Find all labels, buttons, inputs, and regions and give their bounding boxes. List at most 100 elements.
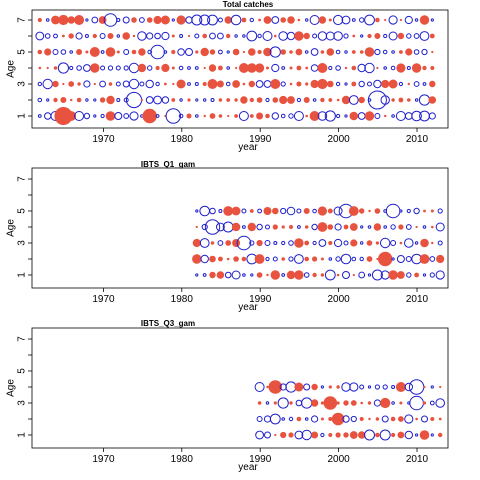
bubble-negative — [264, 431, 271, 439]
bubble-negative — [210, 98, 215, 102]
bubble-positive — [54, 107, 73, 125]
bubble-negative — [320, 432, 325, 438]
bubble-positive — [368, 209, 371, 213]
bubble-positive — [326, 48, 335, 56]
bubble-negative — [309, 15, 320, 25]
bubble-positive — [289, 82, 293, 86]
bubble-positive — [376, 66, 379, 70]
bubble-positive — [431, 225, 434, 229]
bubble-positive — [348, 206, 359, 216]
bubble-positive — [341, 95, 351, 105]
bubble-positive — [231, 206, 241, 216]
bubble-negative — [254, 382, 265, 392]
bubble-positive — [366, 240, 373, 246]
bubble-negative — [351, 18, 356, 22]
bubble-positive — [351, 81, 357, 87]
bubble-positive — [328, 385, 332, 389]
panel-ibts-q3: IBTS_Q3_gam 1970 1980 1990 2000 2010 yea… — [6, 319, 449, 473]
bubble-positive — [270, 79, 281, 89]
bubble-positive — [388, 79, 398, 89]
bubble-negative — [311, 415, 319, 423]
bubble-positive — [153, 15, 162, 25]
bubble-negative — [391, 114, 395, 118]
bubble-positive — [367, 33, 372, 39]
bubble-negative — [286, 31, 296, 41]
bubble-positive — [429, 80, 436, 88]
bubble-positive — [358, 96, 365, 104]
bubble-positive — [70, 98, 73, 102]
bubble-negative — [234, 34, 238, 38]
bubble-negative — [344, 82, 348, 86]
bubble-positive — [279, 95, 288, 105]
bubble-positive — [200, 47, 209, 57]
bubble-negative — [406, 66, 411, 70]
panel-total-catches: Total catches 1970 1980 1990 2000 2010 y… — [6, 0, 449, 153]
bubble-negative — [359, 384, 365, 390]
bubble-positive — [414, 272, 419, 278]
bubble-negative — [336, 113, 341, 119]
bubble-negative — [358, 80, 365, 88]
bubble-positive — [138, 48, 146, 56]
bubble-negative — [311, 223, 318, 231]
bubble-positive — [105, 111, 116, 121]
bubble-negative — [122, 80, 130, 88]
bubble-positive — [209, 255, 216, 263]
bubble-positive — [266, 273, 269, 277]
bubble-positive — [235, 66, 238, 70]
bubble-negative — [116, 34, 121, 38]
bubble-negative — [429, 256, 436, 262]
y-tick-label: 3 — [17, 240, 28, 246]
bubble-positive — [366, 256, 373, 262]
bubble-positive — [142, 108, 157, 124]
y-tick-label: 1 — [17, 272, 28, 278]
bubble-negative — [391, 401, 395, 405]
bubble-positive — [430, 66, 435, 70]
y-tick-label: 5 — [17, 208, 28, 214]
x-tick-label: 1970 — [92, 134, 115, 145]
bubble-positive — [294, 31, 304, 41]
x-tick-label: 2000 — [327, 294, 350, 305]
bubble-positive — [289, 225, 293, 229]
x-axis-ibts-q3: 1970 1980 1990 2000 2010 year — [92, 448, 429, 473]
bubble-negative — [241, 208, 247, 214]
bubble-positive — [53, 66, 58, 70]
bubble-positive — [209, 49, 216, 55]
bubble-positive — [272, 224, 278, 230]
bubble-positive — [62, 82, 65, 86]
bubble-negative — [272, 256, 278, 262]
panel-ibts-q1: IBTS_Q1_gam 1970 1980 1990 2000 2010 yea… — [6, 160, 449, 313]
bubble-negative — [364, 14, 375, 26]
bubble-negative — [301, 397, 313, 409]
bubble-negative — [280, 113, 286, 119]
bubble-positive — [423, 209, 426, 213]
bubble-negative — [408, 379, 425, 395]
bubble-negative — [335, 65, 341, 71]
bubble-positive — [395, 382, 406, 392]
bubble-negative — [281, 240, 286, 246]
bubble-negative — [385, 203, 401, 219]
bubble-positive — [195, 50, 199, 54]
bubble-negative — [278, 31, 289, 41]
bubble-negative — [114, 112, 123, 120]
bubble-positive — [202, 82, 207, 86]
bubble-positive — [391, 98, 395, 102]
bubble-positive — [384, 18, 387, 22]
bubble-positive — [305, 66, 309, 70]
bubble-negative — [42, 78, 53, 90]
bubble-positive — [106, 95, 115, 105]
bubble-positive — [399, 50, 403, 54]
bubble-negative — [435, 270, 445, 280]
bubble-negative — [238, 111, 249, 121]
bubble-negative — [280, 207, 287, 215]
x-axis-ibts-q1: 1970 1980 1990 2000 2010 year — [92, 288, 429, 313]
bubble-series-ibts-q1 — [192, 203, 445, 281]
bubble-negative — [286, 206, 296, 216]
bubble-negative — [155, 114, 160, 118]
bubble-negative — [246, 30, 258, 42]
bubble-positive — [296, 416, 302, 422]
bubble-negative — [333, 31, 343, 41]
bubble-negative — [351, 256, 357, 262]
bubble-negative — [288, 416, 294, 422]
bubble-negative — [93, 98, 97, 102]
bubble-negative — [194, 66, 199, 70]
